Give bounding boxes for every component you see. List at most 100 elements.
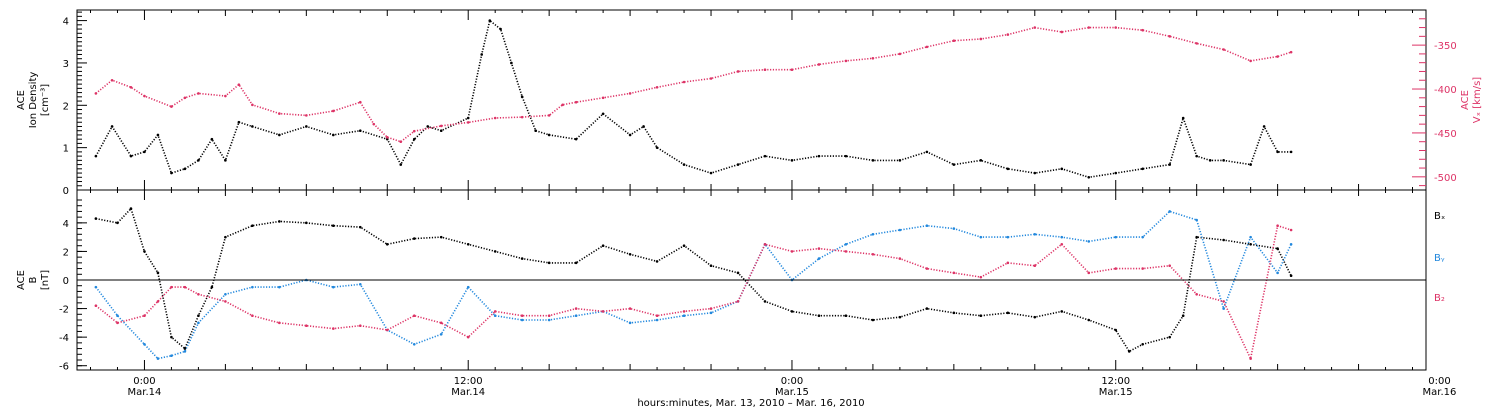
vx-data-point [251, 103, 254, 107]
by-data-point [156, 357, 160, 360]
vx-data-point [1087, 26, 1091, 29]
bz-data-point [952, 271, 956, 275]
vx-data-point [979, 37, 983, 41]
bz-data-point [1249, 357, 1252, 360]
vx-data-point [183, 96, 187, 100]
vx-data-point [224, 94, 227, 98]
b-tick-label: 0 [63, 276, 69, 287]
vx-data-point [372, 122, 376, 126]
vx-data-point [399, 140, 403, 144]
by-data-point [844, 242, 848, 246]
bz-data-point [682, 310, 686, 313]
bz-data-point [1195, 292, 1198, 296]
density-tick-label: 2 [63, 101, 69, 112]
bx-data-point [1289, 274, 1293, 278]
density-data-point [1181, 116, 1185, 120]
vx-data-point [1276, 55, 1279, 58]
density-data-point [925, 150, 929, 154]
bz-data-point [1168, 264, 1171, 268]
vx-data-point [574, 100, 578, 104]
density-data-point [1195, 154, 1198, 158]
vx-data-point [871, 56, 875, 60]
bz-data-point [170, 285, 173, 289]
bz-data-point [520, 314, 524, 318]
bz-data-point [251, 314, 254, 318]
by-data-point [1168, 210, 1171, 213]
density-data-point [642, 125, 645, 128]
bx-data-point [332, 224, 335, 228]
bx-data-point [1060, 310, 1064, 313]
vx-data-point [1249, 59, 1252, 63]
b-y-label-line3: [nT] [40, 270, 51, 290]
bx-data-point [817, 314, 821, 318]
bz-data-point [1060, 242, 1064, 246]
vx-data-point [520, 115, 524, 119]
density-data-point [790, 159, 794, 162]
vx-data-point [278, 112, 281, 115]
bx-data-point [493, 250, 497, 253]
density-data-point [426, 125, 430, 128]
bz-data-point [790, 250, 794, 253]
density-data-point [1006, 167, 1010, 171]
density-data-point [156, 133, 160, 137]
density-data-point [736, 163, 740, 166]
by-data-point [224, 292, 227, 296]
vx-data-point [385, 136, 389, 139]
by-data-point [1195, 218, 1198, 222]
vx-data-point [1222, 48, 1225, 51]
bx-data-point [601, 244, 605, 248]
bz-data-point [197, 292, 200, 296]
vx-tick-label: -400 [1434, 85, 1457, 96]
density-data-point [1222, 159, 1225, 162]
vx-tick-label: -500 [1434, 173, 1457, 184]
by-data-point [1033, 232, 1037, 236]
vx-data-point [736, 70, 740, 73]
bz-data-point [871, 252, 875, 256]
density-data-point [197, 159, 200, 162]
bz-data-point [547, 314, 551, 318]
density-data-point [628, 133, 632, 137]
by-data-point [871, 232, 875, 236]
density-data-point [979, 159, 983, 162]
vx-data-point [547, 114, 551, 117]
bz-data-point [1289, 228, 1293, 232]
by-data-point [1289, 242, 1293, 246]
by-data-point [332, 285, 335, 289]
bx-data-point [439, 235, 443, 239]
vx-data-point [1006, 33, 1010, 36]
vx-data-point [493, 116, 497, 120]
density-data-point [237, 120, 241, 124]
density-data-point [499, 27, 502, 31]
density-data-point [143, 150, 146, 154]
vx-data-point [844, 59, 848, 63]
bz-data-point [332, 327, 335, 330]
bz-data-point [439, 321, 443, 325]
bx-series-trace [95, 207, 1292, 353]
bx-data-point [94, 217, 98, 220]
density-data-point [1262, 125, 1266, 128]
bz-data-point [628, 307, 632, 310]
density-data-point [601, 112, 605, 116]
vx-data-point [682, 80, 686, 84]
vx-y-label-line1: ACE [1460, 90, 1471, 110]
bx-data-point [156, 271, 160, 275]
bx-data-point [1127, 350, 1131, 353]
bx-data-point [682, 244, 686, 248]
x-tick-time-label: 12:00 [1101, 376, 1130, 387]
vx-data-point [1195, 42, 1198, 45]
density-y-label-line2: Ion Density [28, 72, 39, 129]
by-data-point [183, 350, 187, 353]
vx-data-point [332, 109, 335, 113]
vx-y-label: ACE Vₓ [km/s] [1460, 77, 1483, 123]
x-tick-date-label: Mar.15 [1099, 387, 1133, 398]
bz-data-point [844, 250, 848, 253]
density-data-point [547, 133, 551, 137]
by-data-point [709, 311, 713, 315]
density-data-point [817, 154, 821, 158]
vx-data-point [790, 68, 794, 72]
x-tick-date-label: Mar.15 [775, 387, 809, 398]
density-data-point [898, 159, 902, 162]
density-data-point [466, 116, 470, 120]
bx-data-point [1222, 238, 1225, 242]
bx-data-point [1033, 315, 1037, 319]
